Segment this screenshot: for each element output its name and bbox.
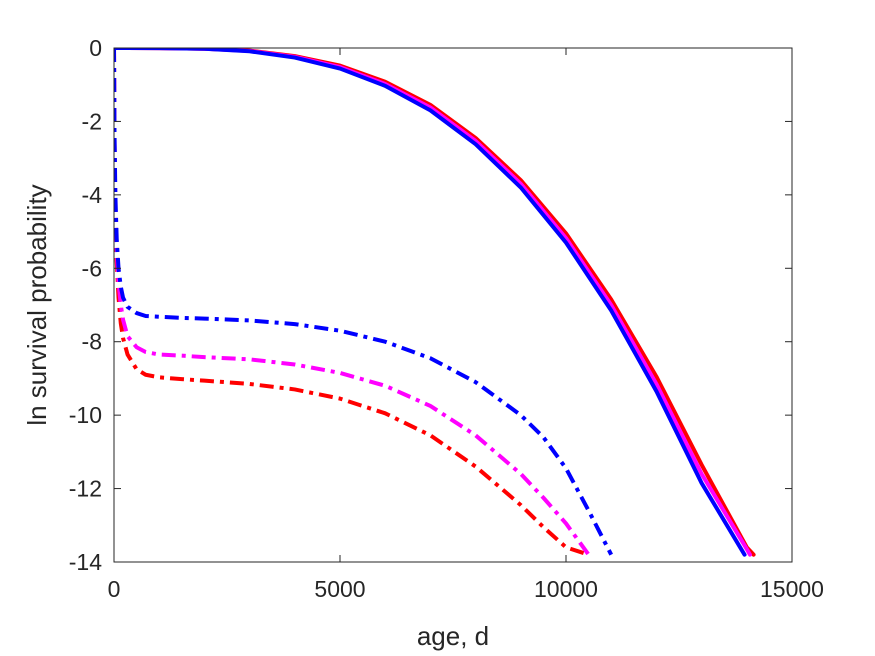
- y-tick-label: -4: [82, 182, 103, 208]
- x-tick-label: 5000: [314, 576, 365, 602]
- series-layer: [114, 48, 756, 557]
- series-line-6: [114, 48, 613, 556]
- y-tick-label: -6: [82, 255, 102, 281]
- x-tick-label: 15000: [760, 576, 824, 602]
- x-tick-label: 0: [108, 576, 121, 602]
- series-line-5: [114, 48, 591, 556]
- plot-area: [114, 48, 792, 562]
- x-axis-label: age, d: [417, 621, 489, 651]
- y-tick-label: -12: [69, 476, 102, 502]
- y-tick-label: -14: [69, 549, 102, 575]
- y-tick-label: -2: [82, 108, 102, 134]
- y-tick-label: -8: [82, 329, 102, 355]
- x-tick-label: 10000: [534, 576, 598, 602]
- y-axis-label: ln survival probability: [22, 184, 52, 425]
- tick-layer: 0 5000 10000 15000 0 -2 -4 -6 -8 -10 -12 -14: [69, 35, 824, 602]
- y-tick-label: -10: [69, 402, 102, 428]
- series-line-3: [114, 48, 747, 557]
- series-line-4: [114, 48, 590, 557]
- plot-frame: [113, 47, 793, 563]
- y-tick-label: 0: [89, 35, 102, 61]
